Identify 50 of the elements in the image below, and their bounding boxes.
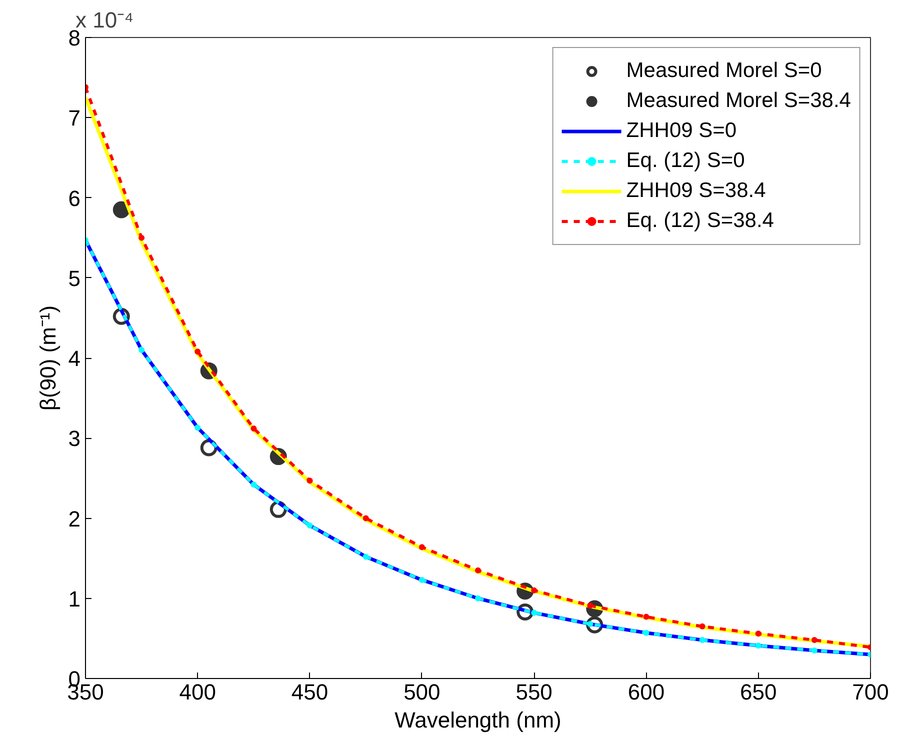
point — [306, 522, 313, 528]
point — [418, 576, 425, 583]
point — [475, 595, 481, 602]
point — [112, 201, 130, 218]
point — [418, 544, 425, 550]
y-tick-label: 1 — [68, 586, 81, 612]
y-tick-label: 6 — [68, 186, 81, 211]
y-tick-label: 3 — [68, 426, 81, 452]
point — [475, 567, 481, 574]
point — [587, 602, 594, 609]
point — [531, 587, 538, 594]
x-axis-title: Wavelength (nm) — [394, 708, 562, 732]
point — [811, 647, 818, 654]
x-tick-label: 400 — [179, 680, 216, 704]
point — [138, 234, 145, 241]
point — [531, 610, 538, 616]
legend-label: ZHH09 S=38.4 — [626, 178, 766, 204]
legend-label: ZHH09 S=0 — [626, 118, 737, 144]
point — [362, 515, 369, 522]
legend-label: Eq. (12) S=0 — [626, 148, 745, 174]
x-tick-label: 450 — [291, 680, 328, 704]
x-tick-label: 600 — [628, 680, 665, 704]
legend-label: Measured Morel S=0 — [626, 58, 822, 84]
y-tick-label: 5 — [68, 266, 81, 291]
legend-label: Eq. (12) S=38.4 — [626, 208, 774, 234]
y-axis-title: β(90) (m⁻¹) — [35, 305, 60, 411]
point — [755, 642, 762, 649]
point — [516, 604, 534, 620]
point — [250, 482, 257, 488]
legend-label: Measured Morel S=38.4 — [626, 88, 851, 114]
x-tick-label: 500 — [404, 680, 440, 704]
y-tick-label: 4 — [68, 346, 81, 371]
x-tick-label: 550 — [516, 680, 552, 704]
point — [643, 614, 650, 620]
point — [194, 348, 201, 355]
point — [699, 623, 706, 630]
point — [138, 346, 145, 353]
point — [755, 630, 762, 637]
y-tick-label: 7 — [68, 106, 81, 131]
x-tick-label: 650 — [740, 680, 777, 704]
y-tick-label: 2 — [68, 506, 81, 532]
point — [306, 478, 313, 484]
point — [194, 424, 201, 431]
point — [362, 554, 369, 560]
point — [587, 621, 594, 628]
point — [699, 637, 706, 644]
x-tick-label: 700 — [852, 680, 889, 704]
point — [811, 637, 818, 644]
point — [643, 630, 650, 636]
point — [250, 426, 257, 432]
